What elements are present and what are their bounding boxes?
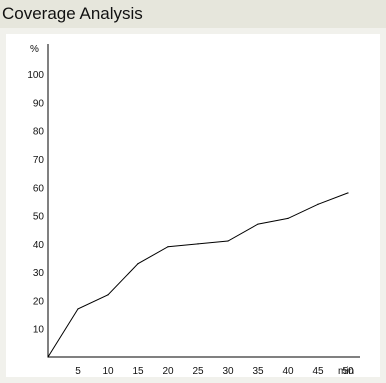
- data-points: [47, 192, 349, 358]
- x-tick-labels: 5 10 15 20 25 30 35 40 45 50: [75, 366, 354, 377]
- data-point: [347, 192, 349, 194]
- chart-axes: [47, 44, 360, 358]
- x-axis-label: min: [338, 366, 354, 377]
- y-axis-label: %: [30, 44, 39, 55]
- y-tick-label: 10: [33, 325, 45, 336]
- data-point: [227, 240, 229, 242]
- y-tick-label: 80: [33, 127, 45, 138]
- data-point: [287, 217, 289, 219]
- y-tick-label: 90: [33, 98, 45, 109]
- y-tick-label: 20: [33, 296, 45, 307]
- x-tick-label: 45: [312, 366, 324, 377]
- y-tick-label: 70: [33, 155, 45, 166]
- chart-panel: [6, 34, 380, 377]
- x-tick-label: 10: [102, 366, 114, 377]
- data-point: [107, 294, 109, 296]
- x-tick-label: 5: [75, 366, 81, 377]
- y-tick-label: 100: [27, 70, 44, 81]
- data-point: [167, 246, 169, 248]
- data-point: [47, 356, 49, 358]
- y-tick-label: 60: [33, 183, 45, 194]
- y-tick-label: 50: [33, 212, 45, 223]
- header-bar: Coverage Analysis: [0, 0, 386, 28]
- x-tick-label: 30: [222, 366, 234, 377]
- data-point: [317, 203, 319, 205]
- data-point: [257, 223, 259, 225]
- y-tick-label: 30: [33, 268, 45, 279]
- data-point: [197, 243, 199, 245]
- y-tick-labels: 10 20 30 40 50 60 70 80 90 100: [27, 70, 44, 336]
- x-tick-label: 20: [162, 366, 174, 377]
- y-tick-label: 40: [33, 240, 45, 251]
- data-point: [137, 263, 139, 265]
- page-title: Coverage Analysis: [2, 4, 143, 23]
- data-point: [77, 308, 79, 310]
- x-tick-label: 15: [132, 366, 144, 377]
- x-tick-label: 50: [342, 366, 354, 377]
- x-tick-label: 25: [192, 366, 204, 377]
- x-tick-label: 40: [282, 366, 294, 377]
- series-line: [47, 192, 349, 358]
- x-tick-label: 35: [252, 366, 264, 377]
